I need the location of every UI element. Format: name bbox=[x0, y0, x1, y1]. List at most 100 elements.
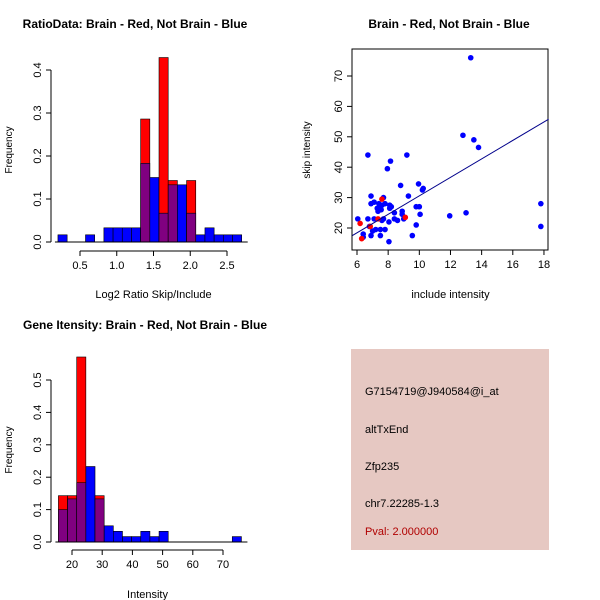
point-brain bbox=[402, 214, 409, 221]
bar-overlap bbox=[76, 482, 87, 543]
bar-not-brain bbox=[232, 234, 242, 243]
point-not-brain bbox=[386, 219, 392, 225]
x-tick-label: 6 bbox=[354, 259, 360, 271]
info-panel: G7154719@J940584@i_at altTxEnd Zfp235 ch… bbox=[351, 349, 549, 550]
point-not-brain bbox=[446, 213, 453, 219]
bar-not-brain bbox=[85, 466, 96, 543]
x-axis-label: Intensity bbox=[127, 589, 168, 600]
bar-not-brain bbox=[112, 227, 123, 243]
point-not-brain bbox=[405, 193, 412, 199]
point-not-brain bbox=[371, 199, 377, 205]
bar-overlap bbox=[158, 212, 169, 243]
point-not-brain bbox=[415, 181, 422, 187]
y-tick-label: 0.4 bbox=[32, 405, 44, 420]
x-tick-label: 1.0 bbox=[109, 260, 124, 272]
point-not-brain bbox=[475, 144, 482, 151]
bar-not-brain bbox=[231, 536, 242, 543]
x-tick-label: 60 bbox=[187, 559, 199, 571]
point-not-brain bbox=[467, 54, 474, 61]
x-tick-label: 16 bbox=[507, 259, 519, 271]
point-not-brain bbox=[417, 211, 423, 218]
point-not-brain bbox=[365, 216, 371, 222]
point-not-brain bbox=[416, 203, 423, 210]
y-tick-label: 0.1 bbox=[32, 191, 44, 206]
y-tick-label: 0.5 bbox=[32, 372, 44, 387]
y-tick-label: 0.2 bbox=[32, 148, 44, 163]
bar-not-brain bbox=[121, 227, 132, 243]
y-axis-label: Frequency bbox=[4, 126, 15, 173]
y-tick-label: 20 bbox=[333, 222, 345, 234]
bar-not-brain bbox=[57, 234, 68, 243]
x-axis-label: include intensity bbox=[411, 289, 490, 301]
point-not-brain bbox=[377, 226, 384, 233]
point-brain bbox=[367, 223, 374, 230]
bar-not-brain bbox=[177, 184, 187, 243]
bar-not-brain bbox=[122, 536, 132, 543]
x-tick-label: 2.5 bbox=[219, 260, 234, 272]
point-not-brain bbox=[538, 223, 544, 230]
bar-not-brain bbox=[85, 234, 95, 243]
bar-not-brain bbox=[204, 227, 215, 243]
y-tick-label: 40 bbox=[333, 161, 345, 173]
point-not-brain bbox=[386, 238, 392, 245]
x-tick-label: 18 bbox=[538, 259, 550, 271]
point-not-brain bbox=[382, 200, 388, 207]
regression-line bbox=[352, 118, 549, 237]
bar-not-brain bbox=[213, 234, 224, 243]
x-tick-label: 30 bbox=[96, 559, 108, 571]
y-tick-label: 30 bbox=[333, 191, 345, 203]
point-brain bbox=[375, 216, 381, 222]
location: chr7.22285-1.3 bbox=[365, 498, 439, 510]
point-not-brain bbox=[409, 232, 416, 239]
x-tick-label: 14 bbox=[476, 259, 488, 271]
x-tick-label: 1.5 bbox=[146, 260, 161, 272]
bar-overlap bbox=[167, 184, 178, 243]
y-tick-label: 70 bbox=[333, 70, 345, 82]
x-tick-label: 40 bbox=[126, 559, 138, 571]
bar-overlap bbox=[58, 509, 68, 543]
x-tick-label: 70 bbox=[217, 559, 229, 571]
chart-title: Gene Itensity: Brain - Red, Not Brain - … bbox=[23, 318, 267, 332]
y-tick-label: 0.1 bbox=[32, 502, 44, 517]
y-axis-label: Frequency bbox=[4, 426, 15, 473]
point-not-brain bbox=[397, 182, 404, 189]
point-not-brain bbox=[387, 158, 394, 164]
point-not-brain bbox=[378, 206, 384, 213]
y-tick-label: 0.4 bbox=[32, 62, 44, 77]
gene-name: Zfp235 bbox=[365, 461, 400, 473]
bar-not-brain bbox=[113, 531, 123, 543]
point-not-brain bbox=[413, 222, 420, 228]
y-tick-label: 0.0 bbox=[32, 234, 44, 249]
point-brain bbox=[357, 220, 363, 227]
bar-not-brain bbox=[149, 177, 160, 243]
x-tick-label: 50 bbox=[156, 559, 168, 571]
bar-overlap bbox=[94, 498, 105, 543]
point-not-brain bbox=[384, 165, 391, 172]
bar-not-brain bbox=[131, 227, 141, 243]
point-not-brain bbox=[538, 200, 544, 207]
x-tick-label: 20 bbox=[66, 559, 78, 571]
bar-not-brain bbox=[103, 227, 114, 243]
x-tick-label: 8 bbox=[385, 259, 391, 271]
bar-not-brain bbox=[149, 536, 160, 543]
bar-overlap bbox=[67, 498, 78, 543]
point-not-brain bbox=[360, 231, 367, 237]
point-not-brain bbox=[394, 217, 401, 224]
point-not-brain bbox=[388, 203, 395, 210]
bar-not-brain bbox=[103, 525, 114, 543]
x-tick-label: 10 bbox=[413, 259, 425, 271]
probe-id: G7154719@J940584@i_at bbox=[365, 386, 499, 398]
point-not-brain bbox=[368, 193, 374, 199]
point-not-brain bbox=[371, 216, 377, 222]
chart-title: RatioData: Brain - Red, Not Brain - Blue bbox=[23, 17, 248, 31]
point-not-brain bbox=[377, 232, 384, 239]
point-not-brain bbox=[463, 210, 469, 216]
y-tick-label: 0.2 bbox=[32, 470, 44, 485]
point-not-brain bbox=[404, 152, 410, 158]
point-not-brain bbox=[382, 226, 388, 233]
point-not-brain bbox=[460, 132, 466, 139]
x-tick-label: 2.0 bbox=[183, 260, 198, 272]
x-axis-label: Log2 Ratio Skip/Include bbox=[95, 289, 211, 301]
